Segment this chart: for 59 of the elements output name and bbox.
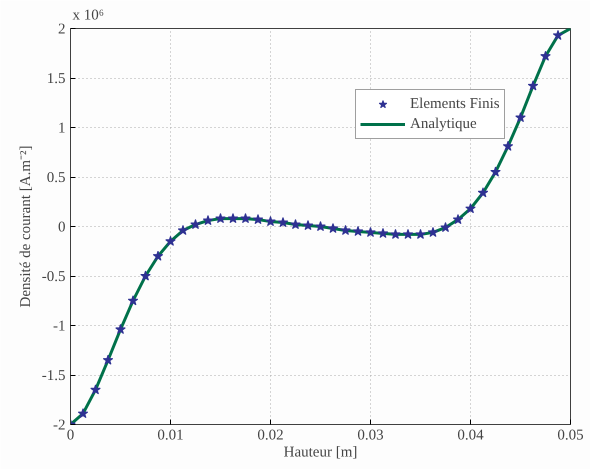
text: x 10⁶ <box>72 8 104 24</box>
line-series <box>70 28 570 424</box>
y-tick-label: -1 <box>53 318 66 334</box>
point <box>190 219 201 230</box>
point <box>515 112 526 122</box>
y-tick-label: 1.5 <box>46 71 66 87</box>
y-tick-label: -2 <box>53 418 66 434</box>
point <box>552 30 564 40</box>
legend-label: Elements Finis <box>410 96 500 112</box>
point <box>490 166 501 177</box>
point <box>102 354 114 365</box>
point <box>90 384 101 394</box>
point <box>528 80 538 90</box>
point <box>115 324 126 334</box>
point <box>328 222 338 234</box>
point <box>152 250 164 261</box>
point <box>478 187 488 198</box>
y-axis-title: Densité de courant [A.m⁻²] <box>18 146 34 308</box>
point <box>428 226 438 237</box>
point <box>302 220 314 230</box>
point <box>165 236 176 246</box>
point <box>415 228 426 239</box>
point <box>228 213 238 224</box>
point <box>340 224 351 236</box>
point <box>265 216 276 226</box>
point <box>140 270 151 281</box>
point <box>78 408 88 418</box>
point <box>202 215 214 226</box>
y-tick-label: 2 <box>58 22 66 38</box>
x-axis-title: Hauteur [m] <box>284 444 358 460</box>
point <box>452 214 464 224</box>
x-tick-label: 0.02 <box>257 428 284 444</box>
point <box>365 226 376 237</box>
point <box>440 222 451 232</box>
x-tick-label: 0.04 <box>457 428 484 444</box>
point <box>465 203 476 214</box>
x-tick-label: 0.01 <box>157 428 184 444</box>
y-tick-label: -1.5 <box>42 368 66 384</box>
legend-label: Analytique <box>410 116 477 132</box>
point <box>378 228 388 238</box>
y-tick-label: 1 <box>58 120 66 136</box>
x-tick-label: 0.05 <box>557 428 584 444</box>
x-tick-label: 0.03 <box>357 428 384 444</box>
point <box>252 214 264 224</box>
y-tick-label: -0.5 <box>42 269 66 285</box>
point <box>290 219 301 230</box>
y-tick-label: 0.5 <box>46 170 66 186</box>
point <box>215 213 226 224</box>
point <box>278 217 288 228</box>
point <box>315 221 326 232</box>
point <box>402 228 414 239</box>
point <box>540 50 551 61</box>
y-tick-label: 0 <box>58 220 66 236</box>
point <box>128 295 138 306</box>
point <box>502 140 514 151</box>
point <box>178 224 188 236</box>
point <box>352 226 364 236</box>
point <box>390 228 401 239</box>
point <box>240 213 251 224</box>
